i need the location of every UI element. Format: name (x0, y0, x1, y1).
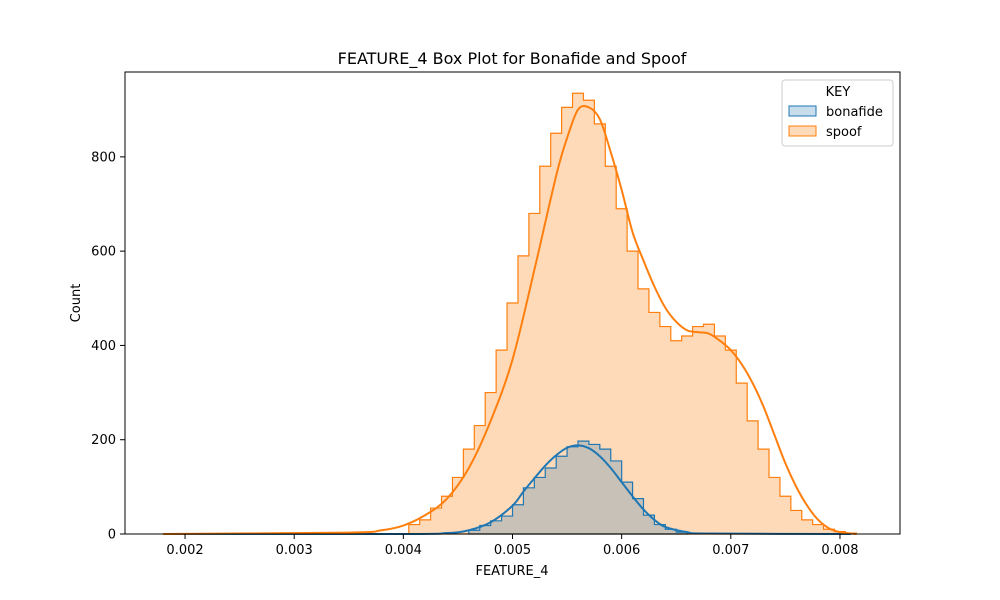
plot-area (163, 92, 857, 536)
kde-line-bonafide (163, 444, 851, 536)
legend: KEY bonafide spoof (781, 79, 894, 147)
x-tick-label: 0.002 (166, 543, 203, 558)
x-tick-label: 0.004 (385, 543, 422, 558)
y-tick-label: 200 (91, 433, 116, 448)
y-tick-label: 800 (91, 150, 116, 165)
x-tick-label: 0.005 (494, 543, 531, 558)
legend-label-bonafide: bonafide (826, 105, 883, 120)
plot-frame (124, 71, 901, 535)
x-axis: 0.002 0.003 0.004 0.005 0.006 0.007 0.008 (166, 534, 859, 558)
histogram-spoof (408, 92, 857, 535)
x-axis-title: FEATURE_4 (475, 564, 548, 579)
y-axis: 0 200 400 600 800 (91, 150, 125, 543)
legend-label-spoof: spoof (826, 125, 862, 140)
x-tick-label: 0.007 (712, 543, 749, 558)
y-tick-label: 0 (108, 528, 116, 543)
chart-title: FEATURE_4 Box Plot for Bonafide and Spoo… (338, 49, 687, 69)
legend-swatch-bonafide (788, 105, 817, 117)
x-tick-label: 0.006 (603, 543, 640, 558)
legend-swatch-spoof (788, 125, 817, 137)
kde-line-spoof (163, 105, 857, 535)
y-axis-title: Count (69, 284, 84, 323)
y-tick-label: 600 (91, 245, 116, 260)
y-tick-label: 400 (91, 339, 116, 354)
legend-title: KEY (826, 85, 851, 100)
x-tick-label: 0.003 (276, 543, 313, 558)
x-tick-label: 0.008 (821, 543, 858, 558)
series-spoof (408, 92, 857, 535)
